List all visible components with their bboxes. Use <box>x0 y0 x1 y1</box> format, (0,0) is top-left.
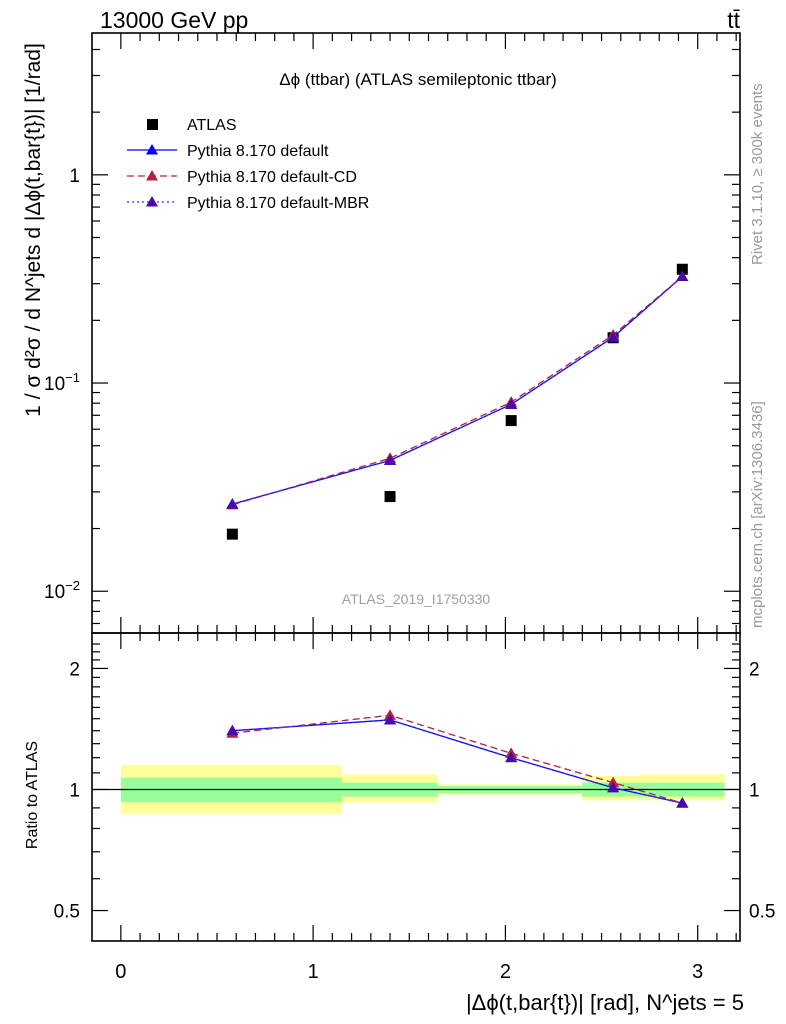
ratio-plot-frame <box>91 632 741 942</box>
ratio-panel: 0.5 0.5 1 1 2 2 0 1 2 3 Ratio to ATLAS |Δϕ(t,bar{… <box>24 632 775 1015</box>
data-point-atlas <box>226 528 238 540</box>
legend-label-atlas: ATLAS <box>187 117 237 134</box>
ratio-plot-content <box>92 709 740 814</box>
y-tick-label: 1 <box>69 166 80 187</box>
main-panel: 10−2 10−1 1 Δϕ (ttbar) (ATLAS semileptonic… <box>22 32 741 634</box>
y-tick-label: 10−2 <box>44 578 80 603</box>
ratio-axis-ticks: 0.5 0.5 1 1 2 2 0 1 2 3 <box>54 633 775 983</box>
legend: ATLAS Pythia 8.170 default Pythia 8.170 de… <box>127 117 369 212</box>
ratio-point-pythia-8-170-default-mbr <box>226 724 239 736</box>
data-point-pythia-8-170-default-mbr <box>226 498 239 509</box>
main-y-axis-label: 1 / σ d²σ / d N^jets d |Δϕ(t,bar{t})| [1… <box>22 43 45 417</box>
main-plot-content <box>226 263 689 540</box>
legend-label-pythia-8-170-default: Pythia 8.170 default <box>187 143 329 160</box>
ratio-y-tick-label-right: 0.5 <box>749 902 775 923</box>
ratio-line-pythia-8-170-default-mbr <box>232 719 683 804</box>
data-point-pythia-8-170-default-mbr <box>607 331 620 342</box>
legend-marker-pythia-8-170-default-cd <box>146 170 158 181</box>
data-point-atlas <box>384 491 396 503</box>
x-axis-label: |Δϕ(t,bar{t})| [rad], N^jets = 5 <box>466 990 744 1015</box>
analysis-label: ATLAS_2019_I1750330 <box>342 591 491 607</box>
x-tick-label: 0 <box>115 961 126 983</box>
legend-label-pythia-8-170-default-cd: Pythia 8.170 default-CD <box>187 169 357 186</box>
ratio-point-pythia-8-170-default-mbr <box>505 751 518 763</box>
data-point-atlas <box>676 263 688 275</box>
x-tick-label: 3 <box>692 961 703 983</box>
ratio-y-tick-label-right: 2 <box>749 659 760 680</box>
ratio-y-tick-label: 2 <box>69 659 80 680</box>
ratio-y-tick-label: 1 <box>69 780 80 801</box>
data-point-pythia-8-170-default-mbr <box>676 270 689 281</box>
data-point-pythia-8-170-default-mbr <box>384 454 397 465</box>
series-line-pythia-8-170-default-cd <box>232 276 683 506</box>
rivet-side-label: Rivet 3.1.10, ≥ 300k events <box>749 83 766 265</box>
y-tick-label: 10−1 <box>44 370 80 395</box>
ratio-point-pythia-8-170-default-mbr <box>607 781 620 793</box>
header-collision-label: 13000 GeV pp <box>100 7 248 33</box>
x-tick-label: 1 <box>308 961 319 983</box>
main-plot-title: Δϕ (ttbar) (ATLAS semileptonic ttbar) <box>279 70 557 89</box>
ratio-point-pythia-8-170-default-mbr <box>384 713 397 725</box>
data-point-atlas <box>505 415 517 427</box>
legend-marker-pythia-8-170-default-mbr <box>146 196 158 207</box>
ratio-line-pythia-8-170-default-cd <box>232 714 683 804</box>
main-axis-ticks: 10−2 10−1 1 <box>44 33 740 633</box>
legend-marker-atlas <box>147 119 158 130</box>
x-tick-label: 2 <box>500 961 511 983</box>
data-point-pythia-8-170-default-mbr <box>505 398 518 409</box>
legend-label-pythia-8-170-default-mbr: Pythia 8.170 default-MBR <box>187 195 369 212</box>
mcplots-side-label: mcplots.cern.ch [arXiv:1306.3436] <box>749 401 766 628</box>
ratio-point-pythia-8-170-default-mbr <box>676 797 689 808</box>
legend-marker-pythia-8-170-default <box>146 144 158 155</box>
ratio-y-axis-label: Ratio to ATLAS <box>24 741 41 849</box>
header-process-label: tt̄ <box>727 7 740 33</box>
series-line-pythia-8-170-default <box>232 276 683 505</box>
ratio-y-tick-label-right: 1 <box>749 780 760 801</box>
series-line-pythia-8-170-default-mbr <box>232 276 683 505</box>
ratio-y-tick-label: 0.5 <box>54 902 80 923</box>
